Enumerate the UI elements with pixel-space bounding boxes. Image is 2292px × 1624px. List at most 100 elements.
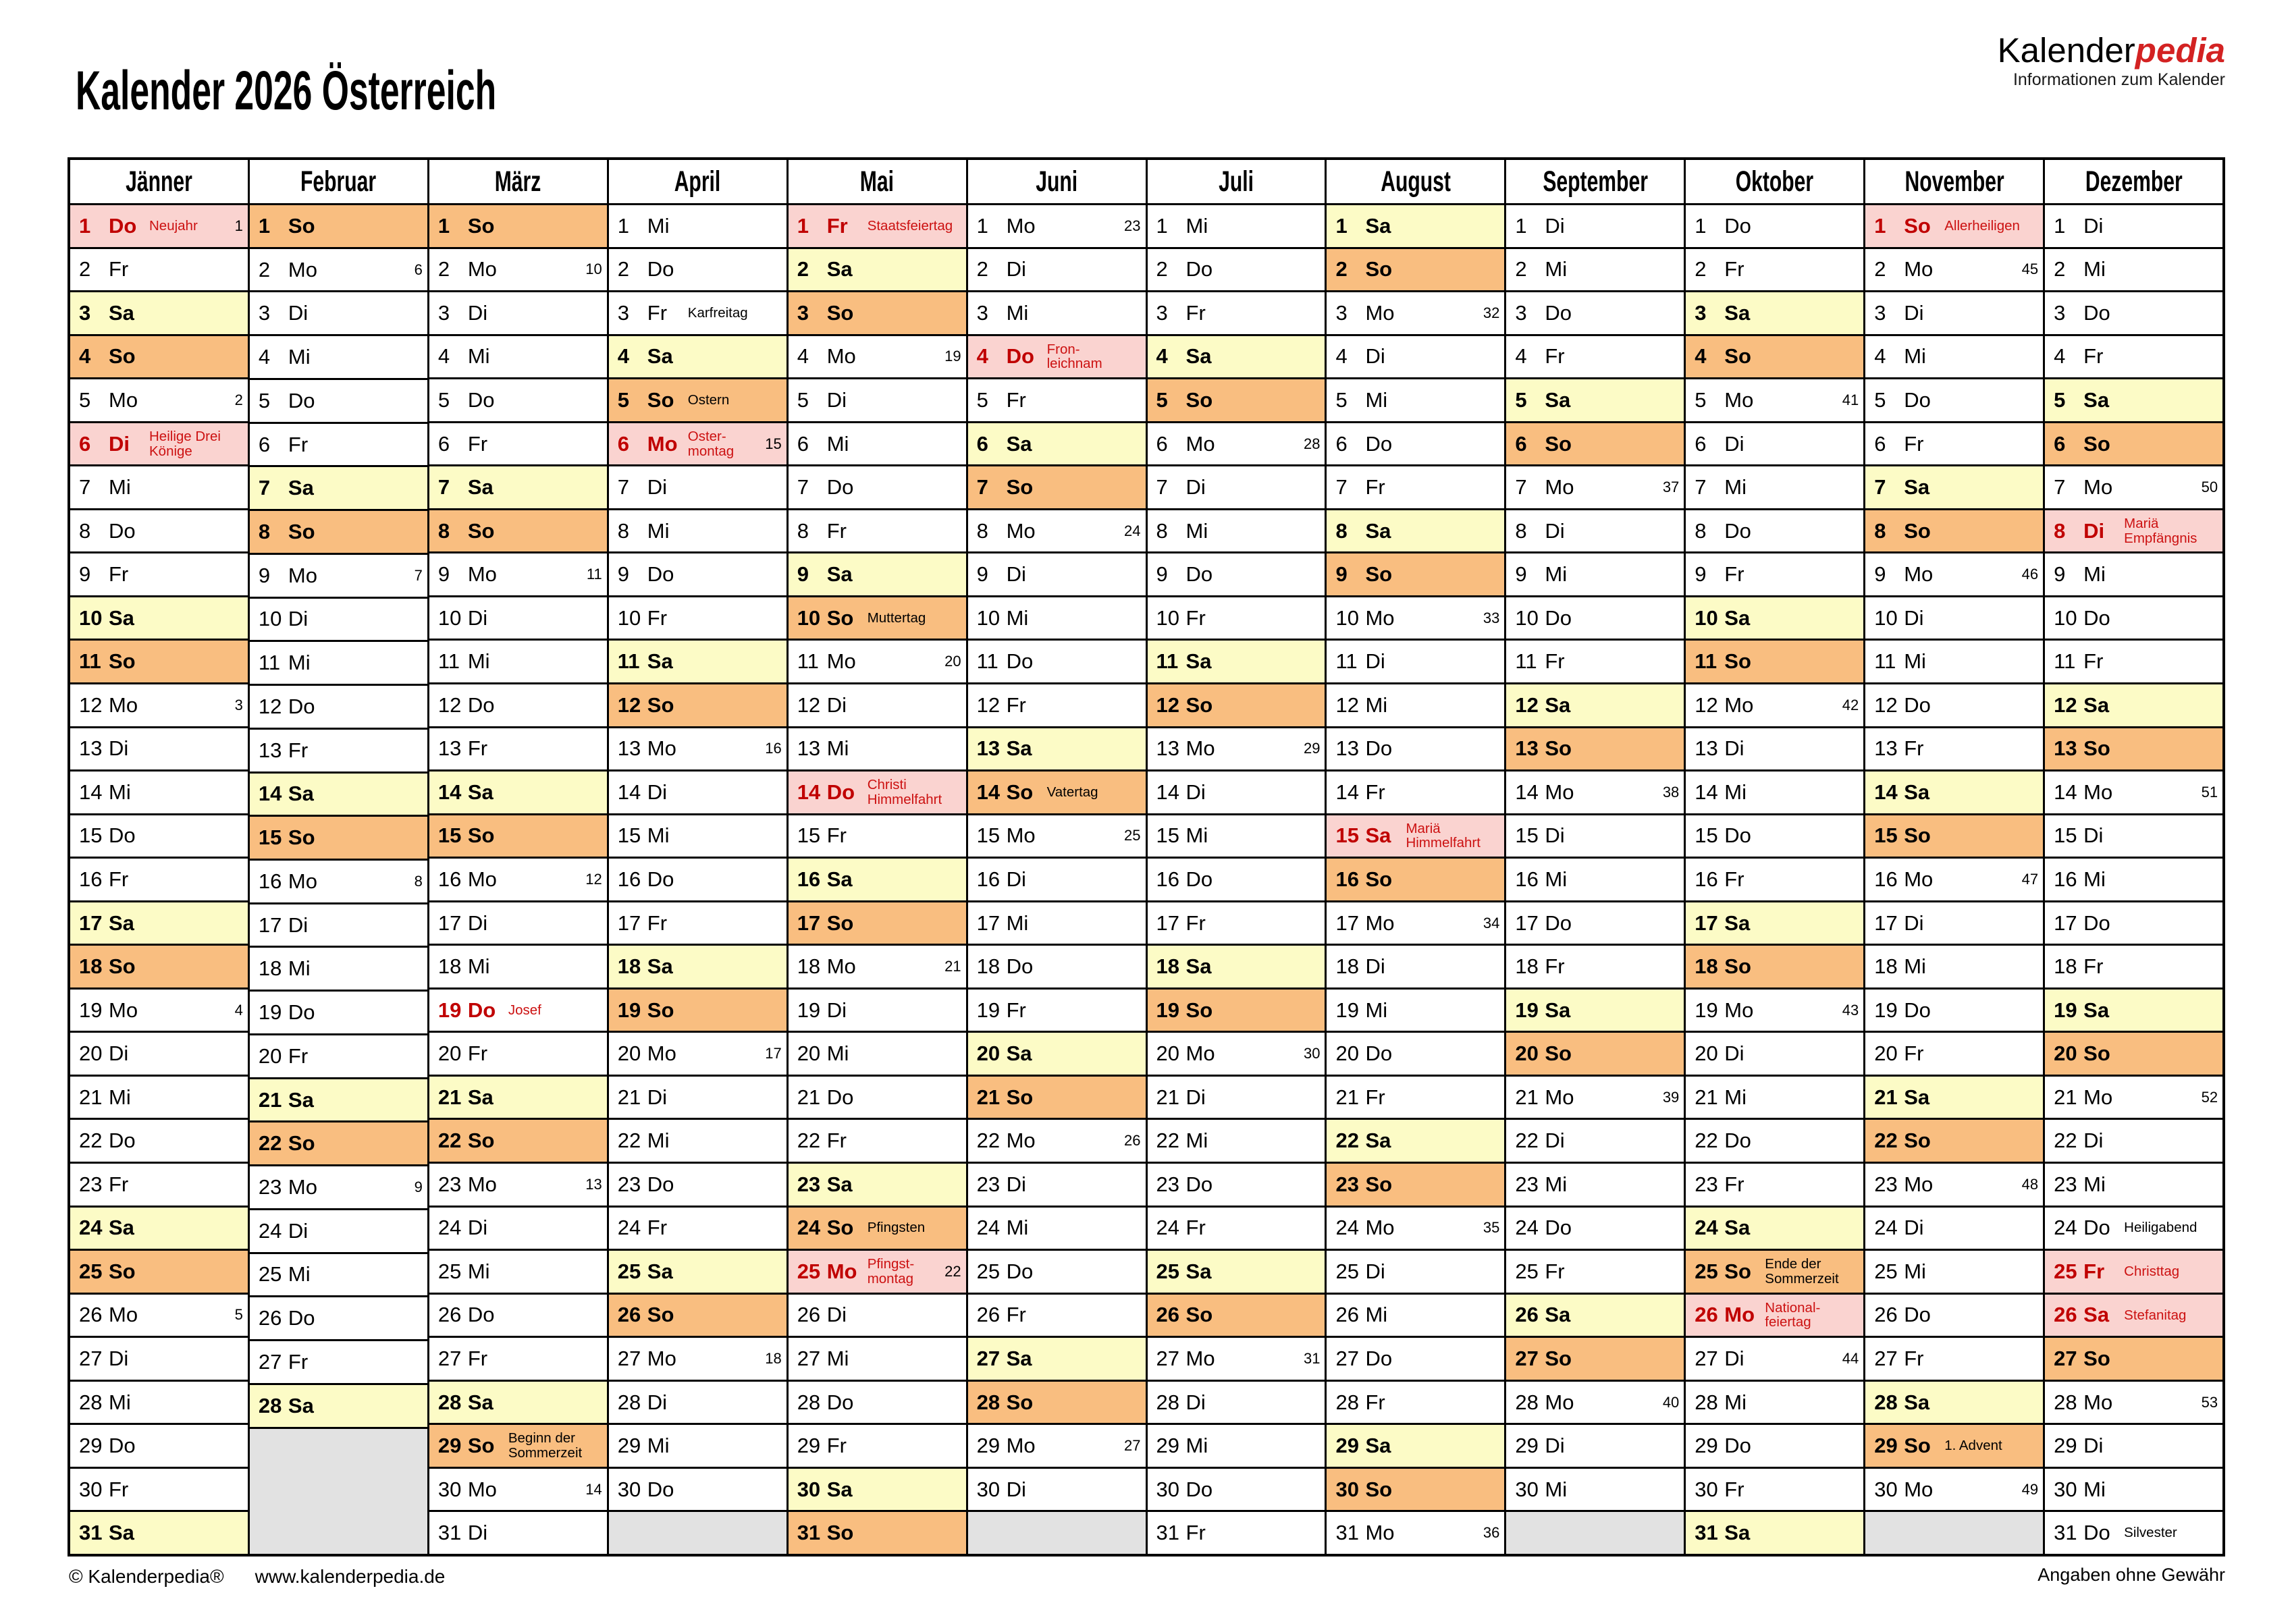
day-cell-juli-20: 20 Mo 30 — [1147, 1031, 1325, 1075]
day-number: 18 — [617, 954, 641, 979]
day-number: 16 — [976, 867, 1001, 891]
day-number: 24 — [797, 1216, 821, 1240]
weekday-label: Do — [1724, 823, 1751, 848]
day-cell-marz-29: 29 So Beginn der Sommerzeit — [429, 1423, 607, 1467]
footer-url[interactable]: www.kalenderpedia.de — [255, 1566, 446, 1587]
weekday-label: Mo — [1545, 1085, 1574, 1109]
day-number: 14 — [797, 780, 821, 804]
weekday-label: Fr — [2083, 1259, 2105, 1283]
day-number: 26 — [797, 1303, 821, 1327]
day-cell-september-28: 28 Mo 40 — [1506, 1379, 1684, 1424]
weekday-label: So — [1545, 431, 1572, 456]
weekday-label: Di — [109, 1346, 129, 1370]
day-cell-marz-11: 11 Mi — [429, 639, 607, 682]
weekday-label: Mi — [467, 649, 490, 674]
weekday-label: So — [1185, 998, 1213, 1022]
weekday-label: So — [288, 213, 315, 238]
holiday-label: Ostern — [687, 392, 730, 408]
day-number: 4 — [617, 344, 630, 369]
day-cell-marz-6: 6 Fr — [429, 421, 607, 465]
day-cell-september-12: 12 Sa — [1506, 682, 1684, 726]
weekday-label: Mi — [1365, 998, 1388, 1022]
weekday-label: Fr — [1724, 1172, 1744, 1196]
day-cell-august-31: 31 Mo 36 — [1327, 1510, 1505, 1554]
day-number: 12 — [797, 693, 821, 717]
day-cell-juli-29: 29 Mi — [1147, 1423, 1325, 1467]
day-cell-juni-28: 28 So — [967, 1379, 1146, 1424]
day-number: 18 — [258, 956, 282, 981]
weekday-label: So — [2083, 1346, 2110, 1370]
week-number: 42 — [1842, 696, 1859, 713]
weekday-label: Mi — [1724, 1085, 1747, 1109]
day-cell-juni-6: 6 Sa — [967, 421, 1146, 465]
day-cell-august-3: 3 Mo 32 — [1327, 290, 1505, 334]
day-number: 6 — [2054, 431, 2066, 456]
weekday-label: Mo — [467, 1477, 497, 1501]
day-cell-november-18: 18 Mi — [1865, 944, 2044, 987]
day-cell-marz-8: 8 So — [429, 508, 607, 552]
day-number: 2 — [797, 257, 809, 281]
day-cell-august-25: 25 Di — [1327, 1249, 1505, 1293]
day-number: 9 — [437, 562, 450, 587]
day-number: 21 — [437, 1085, 462, 1109]
month-header-label: September — [1543, 165, 1648, 198]
day-number: 16 — [1515, 867, 1539, 891]
weekday-label: Do — [1185, 867, 1213, 891]
day-cell-mai-5: 5 Di — [788, 377, 966, 421]
weekday-label: Mi — [1724, 1390, 1747, 1414]
weekday-label: Mo — [288, 869, 317, 893]
day-number: 29 — [1335, 1434, 1359, 1458]
day-number: 20 — [617, 1041, 641, 1066]
weekday-label: Fr — [647, 1216, 668, 1240]
day-cell-oktober-1: 1 Do — [1686, 203, 1864, 247]
kalenderpedia-logo[interactable]: Kalenderpedia Informationen zum Kalender — [1998, 32, 2225, 90]
weekday-label: Do — [647, 1172, 674, 1196]
day-number: 30 — [1156, 1477, 1180, 1501]
day-number: 23 — [1874, 1172, 1898, 1196]
weekday-label: So — [1904, 518, 1931, 543]
day-number: 24 — [2054, 1216, 2077, 1240]
day-number: 24 — [1874, 1216, 1898, 1240]
weekday-label: Di — [1904, 605, 1924, 630]
day-number: 2 — [2054, 257, 2066, 281]
day-number: 11 — [1335, 649, 1358, 674]
day-number: 15 — [2054, 823, 2077, 848]
day-number: 20 — [258, 1044, 282, 1068]
day-cell-februar-21: 21 Sa — [249, 1077, 427, 1121]
day-cell-mai-20: 20 Mi — [788, 1031, 966, 1075]
day-number: 4 — [258, 345, 271, 369]
weekday-label: Mi — [288, 345, 311, 369]
day-number: 25 — [976, 1259, 1001, 1283]
day-cell-marz-23: 23 Mo 13 — [429, 1162, 607, 1206]
day-number: 10 — [1695, 605, 1718, 630]
day-number: 10 — [797, 605, 821, 630]
day-cell-janner-2: 2 Fr — [70, 246, 248, 291]
day-cell-janner-31: 31 Sa — [70, 1510, 248, 1554]
day-cell-juli-19: 19 So — [1147, 987, 1325, 1031]
day-cell-september-29: 29 Di — [1506, 1423, 1684, 1467]
weekday-label: Mo — [1904, 257, 1934, 281]
day-number: 6 — [1515, 431, 1527, 456]
day-number: 30 — [976, 1477, 1001, 1501]
day-cell-august-21: 21 Fr — [1327, 1074, 1505, 1118]
day-number: 2 — [258, 257, 271, 281]
day-number: 25 — [1335, 1259, 1359, 1283]
day-cell-juni-1: 1 Mo 23 — [967, 203, 1146, 247]
weekday-label: Sa — [109, 300, 134, 325]
day-cell-dezember-1: 1 Di — [2045, 203, 2223, 247]
weekday-label: Di — [826, 998, 847, 1022]
weekday-label: Sa — [826, 1477, 853, 1501]
day-number: 5 — [258, 388, 271, 412]
weekday-label: Sa — [1545, 1303, 1571, 1327]
weekday-label: Sa — [1724, 911, 1751, 935]
day-number: 1 — [1515, 213, 1527, 238]
weekday-label: So — [826, 1521, 854, 1545]
day-cell-oktober-14: 14 Mi — [1686, 769, 1864, 813]
day-number: 12 — [2054, 693, 2077, 717]
week-number: 14 — [585, 1480, 602, 1498]
day-number: 5 — [797, 387, 809, 412]
weekday-label: So — [647, 998, 674, 1022]
weekday-label: Mo — [1006, 1129, 1036, 1153]
day-cell-august-7: 7 Fr — [1327, 464, 1505, 508]
day-cell-mai-23: 23 Sa — [788, 1162, 966, 1206]
